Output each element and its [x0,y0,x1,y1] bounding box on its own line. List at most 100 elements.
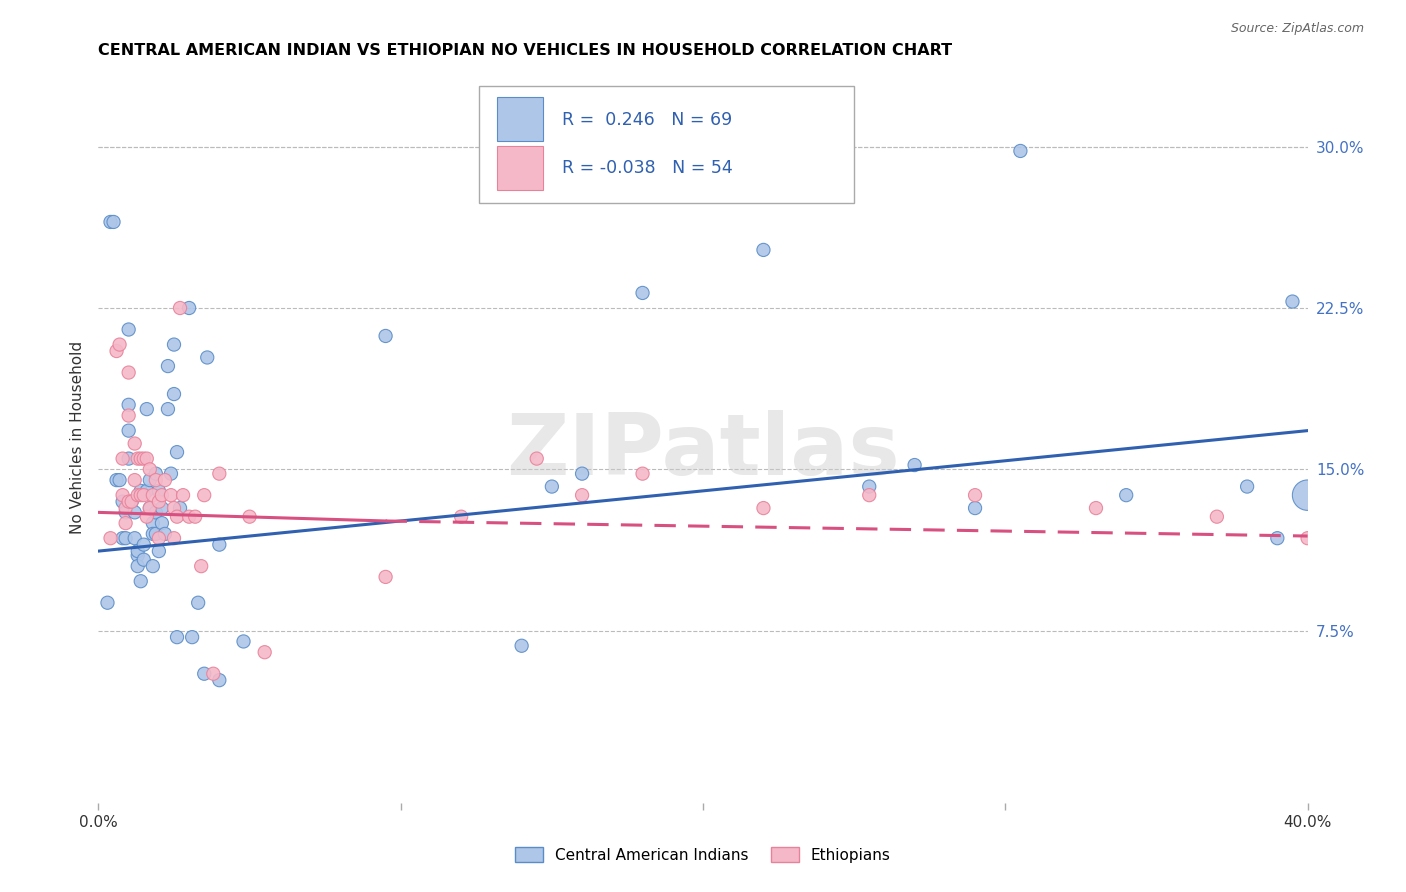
Point [111,494,134,508]
Point [160,467,183,481]
Point [202,666,225,681]
Point [156,359,179,373]
Point [163,501,186,516]
Point [139,473,162,487]
Point [510,639,533,653]
FancyBboxPatch shape [498,146,543,190]
Point [374,329,396,343]
Point [103,215,125,229]
Text: R = -0.038   N = 54: R = -0.038 N = 54 [561,159,733,177]
Point [105,344,128,359]
Point [1296,531,1319,545]
Point [129,574,152,589]
Point [127,544,149,558]
Point [150,488,173,502]
Point [208,467,231,481]
Point [232,634,254,648]
Point [148,544,170,558]
Point [163,337,186,351]
Point [526,451,548,466]
Point [127,559,149,574]
Point [142,527,165,541]
Point [148,494,170,508]
Point [169,501,191,516]
Point [124,473,146,487]
Point [965,501,987,516]
Point [1281,294,1303,309]
Point [118,494,141,508]
Point [96,596,118,610]
Point [114,516,136,530]
Point [208,673,231,688]
Point [132,538,155,552]
Point [184,509,207,524]
Point [150,516,173,530]
Point [111,451,134,466]
Point [100,531,122,545]
Point [127,549,149,563]
Point [100,215,122,229]
Point [118,398,141,412]
Point [193,488,215,502]
Point [114,505,136,519]
Point [1115,488,1137,502]
Point [118,409,141,423]
Point [631,467,654,481]
Text: Source: ZipAtlas.com: Source: ZipAtlas.com [1230,22,1364,36]
FancyBboxPatch shape [498,97,543,141]
Point [1010,144,1032,158]
Point [135,509,157,524]
Point [118,322,141,336]
Point [118,424,141,438]
Point [129,451,152,466]
Point [142,559,165,574]
Point [631,285,654,300]
Point [124,436,146,450]
Point [139,462,162,476]
Point [450,509,472,524]
Point [752,501,775,516]
Point [540,479,562,493]
Point [118,451,141,466]
Point [1206,509,1229,524]
Point [132,488,155,502]
Point [127,488,149,502]
Point [239,509,262,524]
Point [374,570,396,584]
Point [1267,531,1289,545]
Point [1296,488,1319,502]
Point [858,488,880,502]
Point [153,527,176,541]
Point [166,509,188,524]
Point [179,301,201,315]
Point [111,488,134,502]
Point [129,483,152,498]
Point [108,337,131,351]
Point [208,538,231,552]
Point [965,488,987,502]
Point [166,445,188,459]
Point [193,666,215,681]
Point [169,301,191,315]
Point [179,509,201,524]
FancyBboxPatch shape [479,86,855,203]
Point [105,473,128,487]
Point [127,451,149,466]
Point [114,501,136,516]
Point [153,473,176,487]
Point [108,473,131,487]
Point [571,467,593,481]
Point [156,402,179,417]
Point [195,351,218,365]
Point [145,527,167,541]
Point [145,505,167,519]
Point [172,488,194,502]
Point [145,467,167,481]
Point [132,552,155,566]
Point [139,501,162,516]
Point [571,488,593,502]
Point [904,458,927,472]
Point [121,494,143,508]
Point [135,451,157,466]
Point [190,559,212,574]
